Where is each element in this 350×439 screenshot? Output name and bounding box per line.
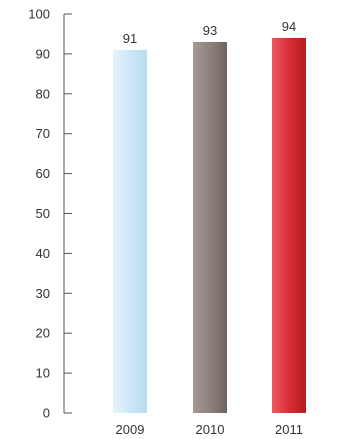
value-label-2010: 93 [203,23,217,38]
y-tick-label: 20 [36,326,50,341]
y-tick-label: 80 [36,86,50,101]
x-tick-label-2009: 2009 [116,422,145,437]
bar-2009 [113,49,147,413]
y-tick-label: 100 [28,7,50,22]
bars [113,37,306,414]
y-tick-label: 90 [36,46,50,61]
y-tick-label: 30 [36,286,50,301]
y-tick-label: 50 [36,206,50,221]
value-labels: 91 93 94 [123,19,296,46]
x-tick-label-2011: 2011 [275,422,303,437]
value-label-2009: 91 [123,31,137,46]
y-tick-label: 10 [36,366,50,381]
value-label-2011: 94 [282,19,296,34]
bar-2011 [272,37,306,413]
x-axis-labels: 2009 2010 2011 [116,422,303,437]
y-tick-label: 0 [43,406,50,421]
x-tick-label-2010: 2010 [196,422,225,437]
y-tick-label: 70 [36,126,50,141]
y-tick-label: 60 [36,166,50,181]
y-axis: 0 10 20 30 40 50 60 70 80 90 100 [28,7,72,421]
bar-2010 [193,41,227,414]
y-tick-label: 40 [36,246,50,261]
